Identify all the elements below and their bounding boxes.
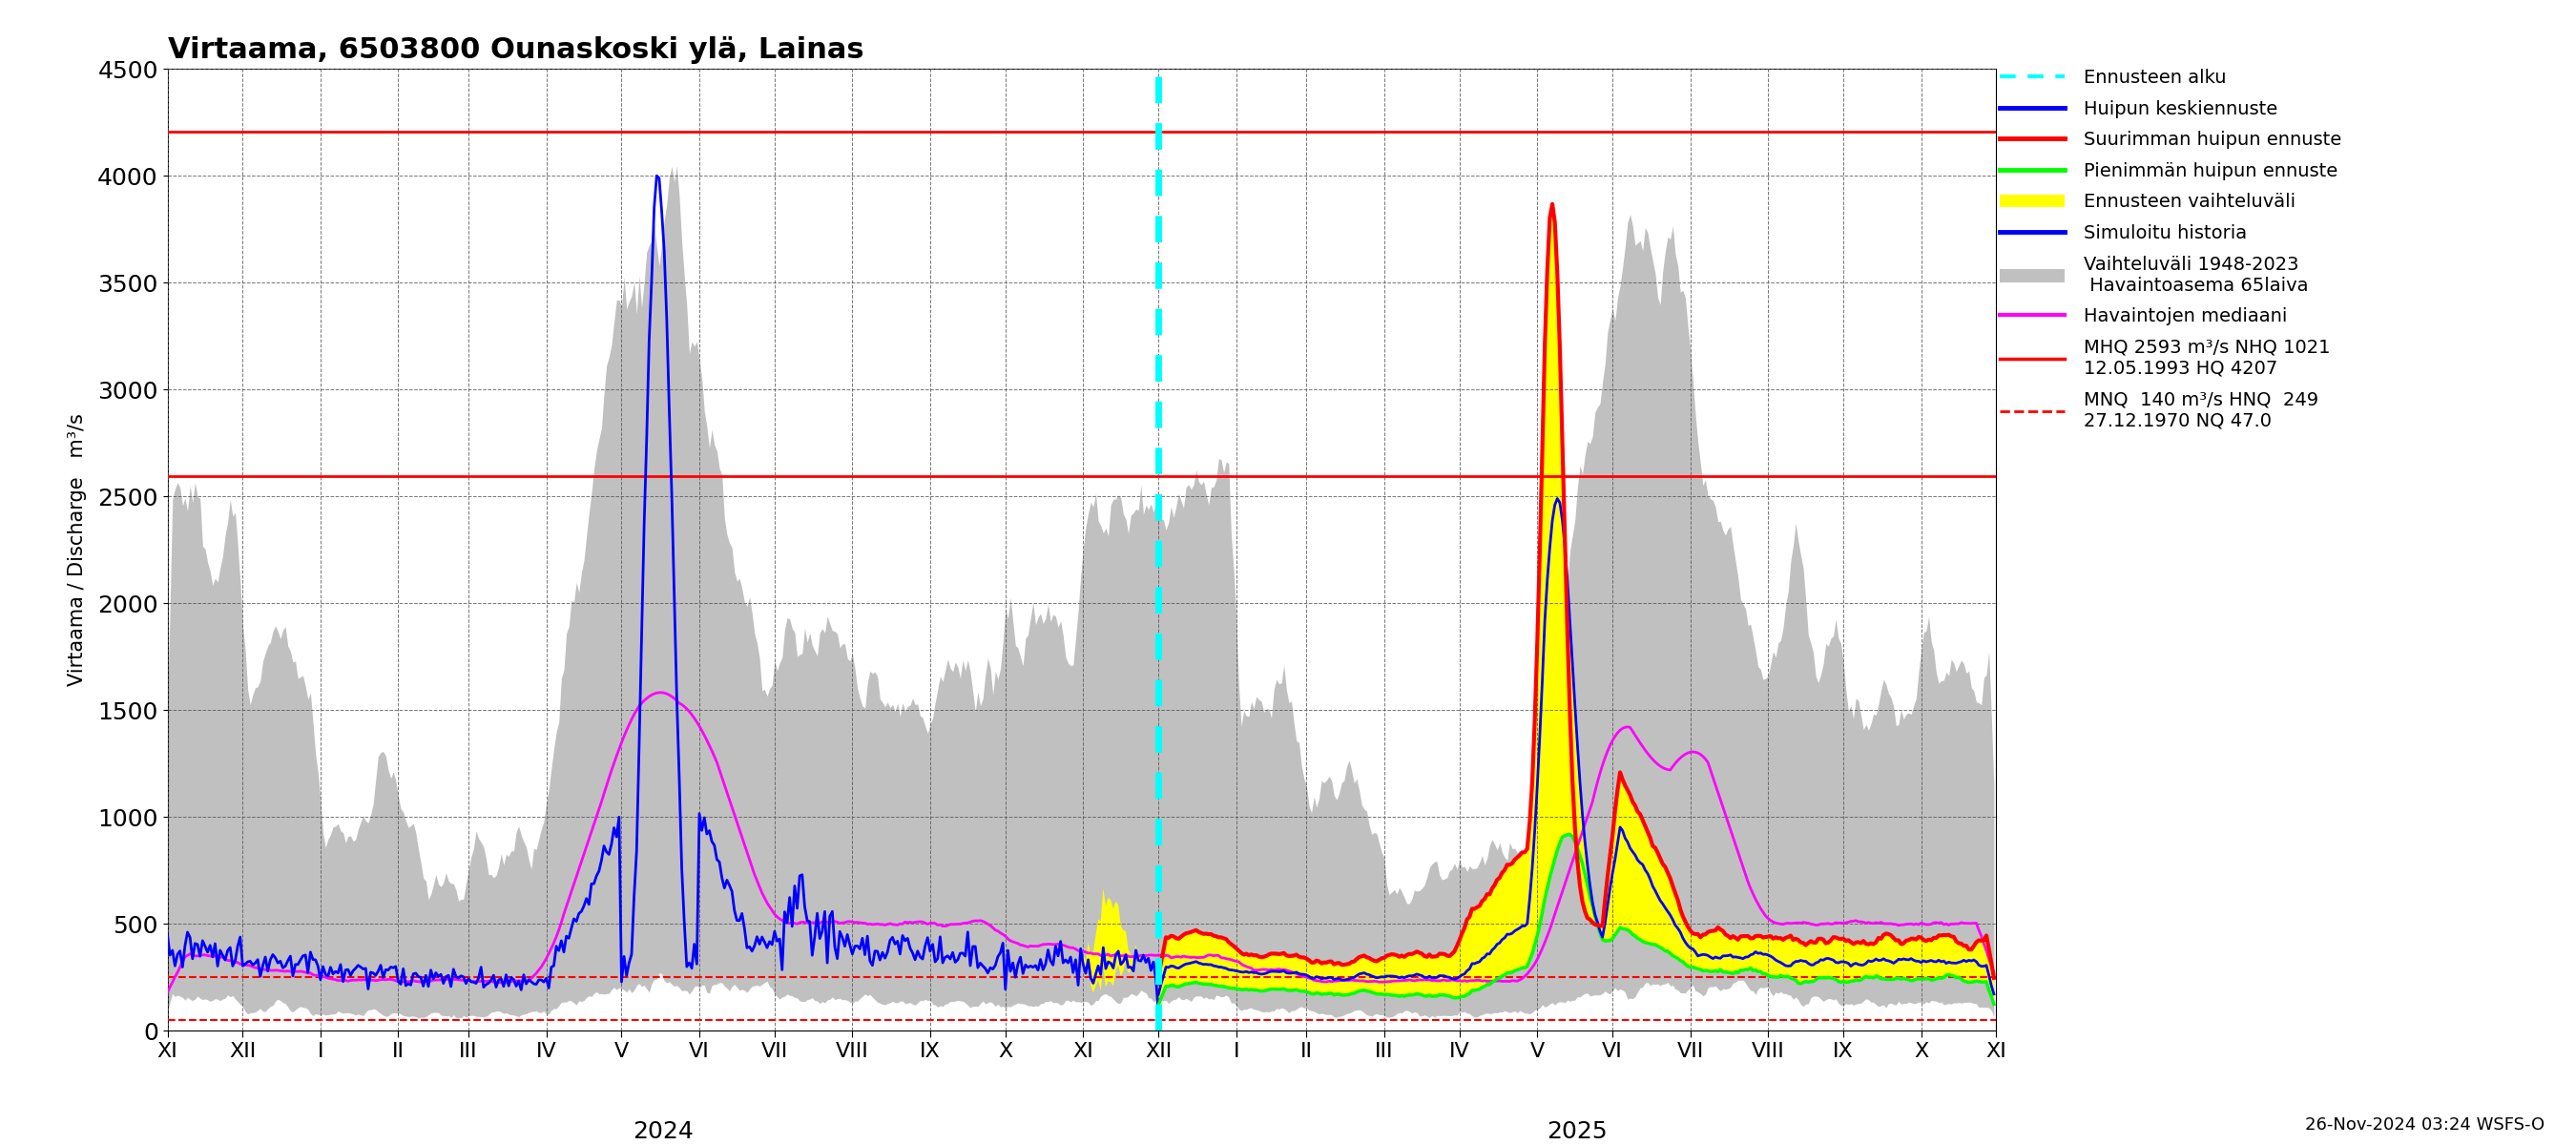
Text: 2024: 2024 — [634, 1120, 693, 1143]
Y-axis label: Virtaama / Discharge   m³/s: Virtaama / Discharge m³/s — [67, 413, 88, 686]
Text: Virtaama, 6503800 Ounaskoski ylä, Lainas: Virtaama, 6503800 Ounaskoski ylä, Lainas — [167, 37, 863, 64]
Text: 26-Nov-2024 03:24 WSFS-O: 26-Nov-2024 03:24 WSFS-O — [2306, 1116, 2545, 1134]
Legend: Ennusteen alku, Huipun keskiennuste, Suurimman huipun ennuste, Pienimmän huipun : Ennusteen alku, Huipun keskiennuste, Suu… — [1999, 69, 2342, 429]
Text: 2025: 2025 — [1548, 1120, 1607, 1143]
